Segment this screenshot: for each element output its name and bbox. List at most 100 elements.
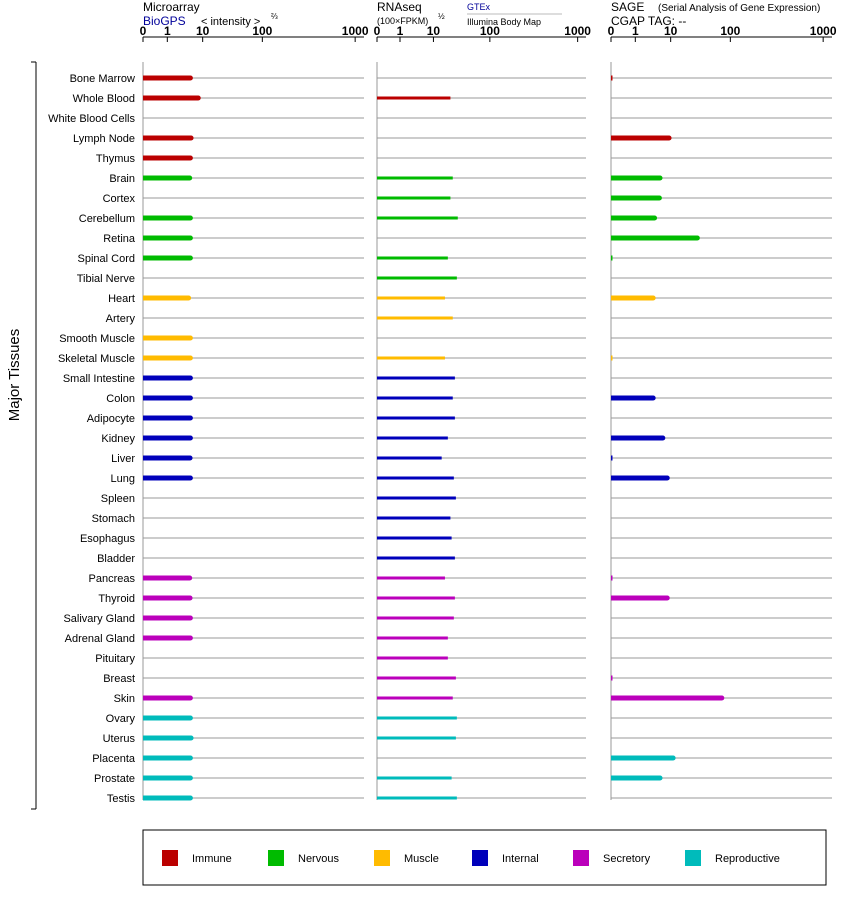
bar-cap-microarray xyxy=(188,735,194,741)
bar-sage xyxy=(611,355,613,361)
axis-tick-label: 0 xyxy=(140,24,147,38)
tissue-label: Spleen xyxy=(101,493,135,505)
tissue-label: Breast xyxy=(103,673,135,685)
bar-cap-microarray xyxy=(187,795,193,801)
bar-cap-sage xyxy=(666,135,672,141)
bar-cap-microarray xyxy=(187,595,193,601)
bar-sage xyxy=(611,255,613,261)
panel-subtitle: CGAP TAG: -- xyxy=(611,14,686,28)
tissue-label: Thyroid xyxy=(98,593,135,605)
axis-tick-label: 0 xyxy=(374,24,381,38)
legend-label-muscle: Muscle xyxy=(404,853,439,865)
gtex-link: GTEx xyxy=(467,2,491,12)
tissue-label: Ovary xyxy=(106,713,136,725)
axis-tick-label: 10 xyxy=(664,24,678,38)
bar-microarray xyxy=(143,355,191,361)
bar-microarray xyxy=(143,255,191,261)
bar-cap-microarray xyxy=(187,355,193,361)
panel-subtitle: (100×FPKM) xyxy=(377,16,428,26)
tissue-label: Lung xyxy=(111,473,135,485)
bar-sage xyxy=(611,575,613,581)
tissue-label: Thymus xyxy=(96,153,136,165)
axis-tick-label: 100 xyxy=(720,24,740,38)
bar-rnaseq xyxy=(377,176,453,180)
panel-title: RNAseq xyxy=(377,0,422,14)
bar-microarray xyxy=(143,635,191,641)
bar-rnaseq xyxy=(377,676,456,680)
bar-rnaseq xyxy=(377,356,445,360)
bar-microarray xyxy=(143,775,191,781)
tissue-label: Salivary Gland xyxy=(63,613,135,625)
bar-microarray xyxy=(143,175,190,181)
bar-rnaseq xyxy=(377,496,456,500)
biogps-link: BioGPS xyxy=(143,14,186,28)
bar-rnaseq xyxy=(377,616,454,620)
bar-microarray xyxy=(143,75,191,81)
tissue-label: Esophagus xyxy=(80,533,136,545)
bar-cap-microarray xyxy=(187,395,193,401)
bar-microarray xyxy=(143,335,191,341)
axis-tick-label: 1 xyxy=(632,24,639,38)
bar-microarray xyxy=(143,595,191,601)
legend-swatch-muscle xyxy=(374,850,390,866)
axis-tick-label: 100 xyxy=(480,24,500,38)
bar-microarray xyxy=(143,455,191,461)
bar-rnaseq xyxy=(377,656,448,660)
bar-cap-sage xyxy=(657,175,663,181)
legend-swatch-reproductive xyxy=(685,850,701,866)
axis-tick-label: 1000 xyxy=(564,24,591,38)
bar-rnaseq xyxy=(377,596,455,600)
axis-tick-label: 1 xyxy=(397,24,404,38)
bar-cap-microarray xyxy=(187,435,193,441)
bar-sage xyxy=(611,455,613,461)
bar-cap-microarray xyxy=(187,415,193,421)
bar-cap-microarray xyxy=(187,335,193,341)
bar-sage xyxy=(611,755,674,761)
bar-sage xyxy=(611,695,722,701)
bar-rnaseq xyxy=(377,476,454,480)
tissue-label: Liver xyxy=(111,453,135,465)
bar-sage xyxy=(611,395,654,401)
bar-rnaseq xyxy=(377,276,457,280)
tissue-label: Skeletal Muscle xyxy=(58,353,135,365)
bar-microarray xyxy=(143,755,191,761)
legend-swatch-nervous xyxy=(268,850,284,866)
bar-sage xyxy=(611,215,655,221)
bar-microarray xyxy=(143,735,192,741)
bar-sage xyxy=(611,775,661,781)
bar-rnaseq xyxy=(377,556,455,560)
tissue-label: Lymph Node xyxy=(73,133,135,145)
legend-label-nervous: Nervous xyxy=(298,853,339,865)
tissue-label: Pituitary xyxy=(95,653,135,665)
panel-title: Microarray xyxy=(143,0,200,14)
bar-rnaseq xyxy=(377,456,442,460)
bar-cap-microarray xyxy=(187,75,193,81)
tissue-label: Bladder xyxy=(97,553,135,565)
bar-cap-sage xyxy=(664,595,670,601)
legend-label-internal: Internal xyxy=(502,853,539,865)
legend-label-immune: Immune xyxy=(192,853,232,865)
bar-cap-sage xyxy=(656,195,662,201)
tissue-label: Brain xyxy=(109,173,135,185)
tissue-label: Colon xyxy=(106,393,135,405)
bar-microarray xyxy=(143,295,189,301)
bar-cap-microarray xyxy=(187,755,193,761)
y-axis-label: Major Tissues xyxy=(6,329,23,422)
bar-cap-microarray xyxy=(187,475,193,481)
source-text: Illumina Body Map xyxy=(467,17,541,27)
tissue-label: Retina xyxy=(103,233,136,245)
tissue-label: Adrenal Gland xyxy=(65,633,135,645)
tissue-label: Bone Marrow xyxy=(70,73,135,85)
bar-cap-sage xyxy=(664,475,670,481)
bar-sage xyxy=(611,235,698,241)
bar-rnaseq xyxy=(377,436,448,440)
bar-microarray xyxy=(143,715,191,721)
bar-sage xyxy=(611,475,668,481)
bar-cap-sage xyxy=(719,695,725,701)
axis-tick-label: 100 xyxy=(252,24,272,38)
bar-cap-microarray xyxy=(187,775,193,781)
legend-swatch-secretory xyxy=(573,850,589,866)
bar-rnaseq xyxy=(377,636,448,640)
bar-cap-microarray xyxy=(187,695,193,701)
